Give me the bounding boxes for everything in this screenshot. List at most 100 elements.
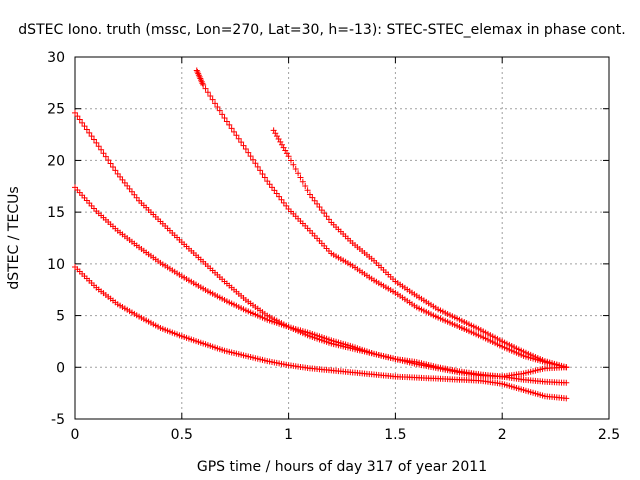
data-point-dense <box>292 166 299 173</box>
data-point-dense <box>226 121 233 128</box>
data-point-dense <box>202 85 209 92</box>
data-point-dense <box>74 113 81 120</box>
data-point-dense <box>83 126 90 133</box>
data-point <box>563 395 570 402</box>
data-point-dense <box>86 129 93 136</box>
data-point-dense <box>76 116 83 123</box>
x-tick-label: 2 <box>498 427 507 443</box>
data-point-dense <box>98 146 105 153</box>
data-point <box>72 109 78 116</box>
y-tick-label: -5 <box>51 412 65 428</box>
data-point-dense <box>95 143 102 150</box>
data-point-dense <box>231 128 238 135</box>
series-5 <box>270 127 570 371</box>
axis-ticks: 0 0.5 1 1.5 2 2.5 -5 0 5 10 15 20 25 30 <box>47 50 620 443</box>
y-tick-label: 15 <box>47 205 65 221</box>
data-point <box>563 364 570 371</box>
data-point-dense <box>273 190 280 197</box>
data-point-dense <box>323 213 330 220</box>
y-tick-label: 10 <box>47 257 65 273</box>
data-point-dense <box>283 202 290 209</box>
data-point-dense <box>276 193 283 200</box>
data-point-dense <box>250 156 256 163</box>
data-point-dense <box>90 136 97 143</box>
data-point-dense <box>209 96 216 103</box>
x-tick-label: 2.5 <box>598 427 620 443</box>
data-point-dense <box>304 187 311 194</box>
y-tick-label: 20 <box>47 153 65 169</box>
data-point-dense <box>302 183 309 190</box>
data-point-dense <box>297 174 304 181</box>
data-point-dense <box>321 210 328 217</box>
data-point-dense <box>216 107 223 114</box>
data-point-dense <box>309 194 316 201</box>
data-point-dense <box>107 160 114 167</box>
data-point <box>306 191 313 198</box>
data-point-dense <box>259 170 266 177</box>
data-point-dense <box>81 123 88 130</box>
data-point <box>200 81 207 88</box>
data-point <box>242 146 249 153</box>
series-1 <box>72 263 570 402</box>
y-tick-label: 5 <box>56 309 65 325</box>
grid-lines <box>75 57 609 419</box>
data-point-dense <box>299 178 306 185</box>
data-point-dense <box>102 153 109 160</box>
data-point-dense <box>100 150 107 157</box>
data-point-dense <box>88 133 95 140</box>
data-point <box>221 115 228 122</box>
data-point-dense <box>204 89 211 96</box>
data-point-dense <box>311 197 318 204</box>
plot-frame <box>74 56 610 420</box>
data-point-dense <box>314 200 321 207</box>
x-axis-label: GPS time / hours of day 317 of year 2011 <box>197 459 487 475</box>
data-point-dense <box>280 199 287 206</box>
chart-title: dSTEC Iono. truth (mssc, Lon=270, Lat=30… <box>18 22 625 38</box>
series-2 <box>72 184 570 380</box>
data-point-dense <box>247 153 254 160</box>
data-point-dense <box>109 163 116 170</box>
y-tick-label: 0 <box>56 360 65 376</box>
data-point-dense <box>79 119 86 126</box>
data-point-dense <box>252 160 259 167</box>
series-3 <box>72 109 570 386</box>
data-point-dense <box>254 163 261 170</box>
data-point-dense <box>290 161 297 168</box>
data-point-dense <box>105 157 112 164</box>
data-point-dense <box>266 181 273 188</box>
data-point-dense <box>287 157 294 164</box>
data-series <box>72 67 570 402</box>
data-point-dense <box>219 111 226 118</box>
data-point-dense <box>261 174 268 181</box>
data-point-dense <box>240 142 247 149</box>
data-point <box>264 178 271 185</box>
series-4 <box>193 67 570 371</box>
data-point-dense <box>257 167 264 174</box>
x-tick-label: 1.5 <box>384 427 406 443</box>
data-point-dense <box>316 203 323 210</box>
data-point-dense <box>214 103 221 110</box>
data-point-dense <box>271 187 278 194</box>
y-axis-label: dSTEC / TECUs <box>6 186 22 289</box>
data-point-dense <box>325 216 332 223</box>
data-point-dense <box>228 125 235 132</box>
data-point-dense <box>278 196 285 203</box>
data-point <box>93 139 100 146</box>
data-point-dense <box>233 132 240 139</box>
x-tick-label: 0 <box>71 427 80 443</box>
data-point-dense <box>223 118 230 125</box>
data-point-dense <box>238 139 245 146</box>
data-point-dense <box>207 92 214 99</box>
data-point-dense <box>295 170 302 177</box>
data-point-dense <box>318 207 325 214</box>
data-point-dense <box>212 100 219 107</box>
data-point-dense <box>112 167 119 174</box>
data-point-dense <box>268 184 275 191</box>
data-point <box>285 153 292 160</box>
y-tick-label: 25 <box>47 102 65 118</box>
y-tick-label: 30 <box>47 50 65 66</box>
data-point <box>563 379 570 386</box>
data-point-dense <box>235 135 242 142</box>
